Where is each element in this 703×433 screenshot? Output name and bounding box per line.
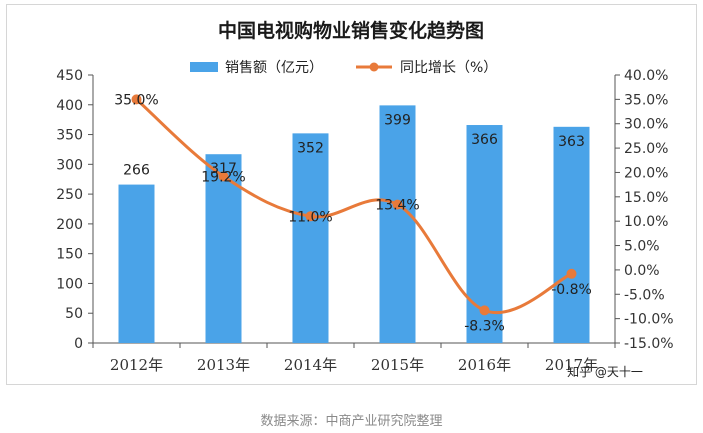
bar xyxy=(553,126,590,344)
legend-bar-swatch xyxy=(190,62,218,72)
bar xyxy=(118,184,155,343)
line-data-label: 11.0% xyxy=(288,209,332,225)
bar-data-labels: 266 317 352 399 366 363 xyxy=(123,112,585,178)
bar-series xyxy=(118,105,590,344)
line-point xyxy=(305,211,316,222)
y-axis-left-ticks: 0 50 100 150 200 250 300 350 400 450 xyxy=(56,68,93,352)
y-right-tick-label: 10.0% xyxy=(624,214,668,230)
y-left-tick-label: 100 xyxy=(56,276,83,292)
y-right-tick-label: -10.0% xyxy=(624,312,674,328)
line-point xyxy=(392,199,403,210)
x-tick-label: 2016年 xyxy=(458,356,511,374)
source-note: 数据来源：中商产业研究院整理 xyxy=(260,414,443,429)
y-right-tick-label: 20.0% xyxy=(624,165,668,181)
line-point xyxy=(218,171,229,182)
y-right-tick-label: 25.0% xyxy=(624,141,668,157)
line-series xyxy=(131,94,577,316)
x-tick-label: 2012年 xyxy=(110,356,163,374)
y-right-tick-label: 40.0% xyxy=(624,68,668,84)
line-point xyxy=(479,305,490,316)
y-left-tick-label: 450 xyxy=(56,68,83,84)
line-data-label: -0.8% xyxy=(551,282,592,298)
x-tick-label: 2017年 xyxy=(545,356,598,374)
line-data-label: 19.2% xyxy=(201,169,245,185)
y-left-tick-label: 0 xyxy=(74,336,83,352)
legend-line-label: 同比增长（%） xyxy=(400,60,497,76)
legend-line-marker xyxy=(369,62,379,72)
y-right-tick-label: -5.0% xyxy=(624,287,665,303)
line-data-label: 13.4% xyxy=(375,198,419,214)
legend-bar-label: 销售额（亿元） xyxy=(225,60,323,76)
line-data-label: -8.3% xyxy=(464,318,505,334)
y-right-tick-label: 35.0% xyxy=(624,92,668,108)
y-axis-right-ticks: -15.0% -10.0% -5.0% 0.0% 5.0% 10.0% 15.0% 20.0%… xyxy=(615,68,674,352)
bar-data-label: 363 xyxy=(558,134,585,150)
bar xyxy=(292,133,329,343)
line-data-label: 35.0% xyxy=(114,92,158,108)
chart: 中国电视购物业销售变化趋势图 销售额（亿元） 同比增长（%） 0 50 100 150… xyxy=(56,19,674,379)
chart-title: 中国电视购物业销售变化趋势图 xyxy=(218,19,484,42)
growth-line xyxy=(135,98,573,314)
bar-data-label: 399 xyxy=(384,112,411,128)
bar-data-label: 366 xyxy=(471,132,498,148)
watermark: 知乎 @天十一 xyxy=(567,365,643,379)
x-tick-label: 2014年 xyxy=(284,356,337,374)
y-left-tick-label: 350 xyxy=(56,128,83,144)
y-left-tick-label: 250 xyxy=(56,187,83,203)
y-left-tick-label: 400 xyxy=(56,98,83,114)
y-left-tick-label: 200 xyxy=(56,217,83,233)
bar xyxy=(379,105,416,343)
bar-data-label: 352 xyxy=(297,140,324,156)
bar-data-label: 317 xyxy=(210,161,237,177)
line-data-labels: 35.0% 19.2% 11.0% 13.4% -8.3% -0.8% xyxy=(114,92,592,334)
y-right-tick-label: 0.0% xyxy=(624,263,660,279)
legend: 销售额（亿元） 同比增长（%） xyxy=(190,60,497,76)
line-point xyxy=(566,268,577,279)
x-tick-label: 2013年 xyxy=(197,356,250,374)
x-axis-ticks: 2012年 2013年 2014年 2015年 2016年 2017年 xyxy=(92,343,616,374)
chart-frame: 中国电视购物业销售变化趋势图 销售额（亿元） 同比增长（%） 0 50 100 150… xyxy=(6,4,697,385)
y-left-tick-label: 300 xyxy=(56,157,83,173)
y-left-tick-label: 150 xyxy=(56,247,83,263)
bar-data-label: 266 xyxy=(123,163,150,179)
y-left-tick-label: 50 xyxy=(65,306,83,322)
y-right-tick-label: 30.0% xyxy=(624,117,668,133)
y-right-tick-label: -15.0% xyxy=(624,336,674,352)
line-point xyxy=(131,94,142,105)
y-right-tick-label: 5.0% xyxy=(624,239,660,255)
axes xyxy=(92,75,616,344)
x-tick-label: 2015年 xyxy=(371,356,424,374)
y-right-tick-label: 15.0% xyxy=(624,190,668,206)
